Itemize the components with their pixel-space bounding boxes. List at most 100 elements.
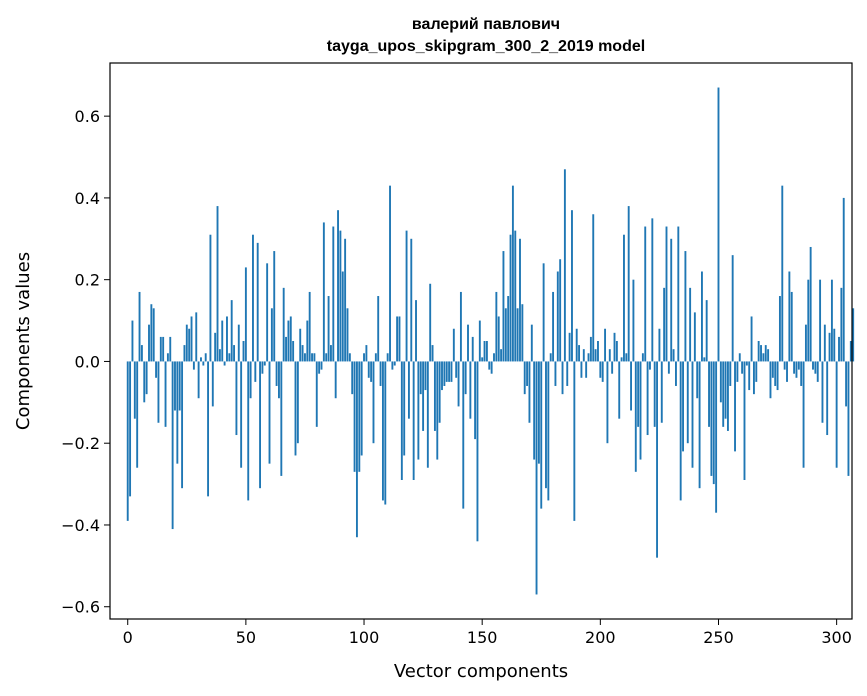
bar [433, 361, 436, 431]
bar [670, 238, 673, 362]
bar [752, 361, 755, 395]
bar [247, 361, 250, 501]
bar [679, 361, 682, 501]
bar [143, 361, 146, 403]
bar [344, 238, 347, 362]
bar [502, 251, 505, 362]
bar [370, 361, 373, 382]
bar [533, 361, 536, 460]
bar [407, 361, 410, 419]
bar [358, 361, 361, 472]
bar [381, 361, 384, 501]
bar [304, 353, 306, 362]
bar [556, 271, 559, 362]
bar [412, 361, 415, 480]
bar [337, 210, 339, 362]
bar [148, 324, 150, 362]
bar [729, 361, 732, 386]
bar [750, 316, 753, 362]
bar [452, 328, 455, 362]
x-tick-label: 0 [123, 628, 133, 647]
bar [665, 226, 668, 362]
bar [847, 361, 850, 476]
bar [743, 361, 746, 480]
bar [712, 361, 715, 485]
bar [185, 324, 188, 362]
bar [202, 361, 205, 366]
bar [464, 361, 467, 395]
bar [162, 336, 165, 362]
bar [126, 361, 129, 521]
bar-series [126, 87, 855, 595]
bar [471, 336, 474, 362]
bar [282, 287, 285, 362]
bar [181, 361, 184, 489]
y-axis-ticks: −0.6 −0.4 −0.2 0.0 0.2 0.4 0.6 [61, 107, 110, 617]
bar [563, 169, 566, 362]
bar [485, 341, 488, 362]
bar [500, 349, 503, 362]
bar [703, 357, 706, 362]
bar [327, 296, 330, 362]
bar [726, 361, 729, 431]
bar [786, 361, 788, 382]
bar [207, 361, 210, 497]
bar [266, 263, 269, 362]
bar [377, 296, 380, 362]
bar [724, 361, 727, 419]
bar [299, 328, 302, 362]
bar [774, 361, 777, 386]
bar [637, 361, 640, 427]
bar [315, 361, 318, 427]
bar [287, 320, 290, 362]
bar [660, 361, 663, 423]
bar [795, 361, 798, 378]
bar [767, 349, 770, 362]
bar [476, 361, 479, 542]
bar [209, 234, 212, 362]
bar [526, 361, 529, 386]
bar [490, 361, 493, 374]
bar [171, 361, 174, 530]
bar [372, 361, 375, 444]
bar [776, 361, 779, 391]
bar [828, 332, 831, 362]
bar [781, 185, 784, 362]
bar [710, 361, 713, 476]
bar [263, 361, 266, 366]
bar [620, 357, 623, 362]
bar [651, 218, 654, 362]
bar [708, 361, 710, 427]
bar [164, 361, 167, 427]
y-tick-label: −0.2 [61, 434, 100, 453]
bar [559, 259, 562, 362]
bar [646, 361, 649, 436]
bar [641, 353, 644, 362]
bar [845, 361, 848, 407]
bar [516, 308, 519, 362]
bar [615, 341, 618, 362]
bar [504, 308, 507, 362]
y-tick-label: −0.6 [61, 598, 100, 617]
bar [275, 361, 278, 386]
bar [306, 320, 309, 362]
bar [268, 361, 271, 464]
bar [254, 361, 257, 382]
bar [379, 361, 382, 386]
bar [497, 316, 500, 362]
bar [252, 234, 254, 362]
bar [580, 361, 583, 378]
bar [575, 328, 578, 362]
bar [318, 361, 321, 374]
bar [240, 361, 243, 468]
bar [244, 267, 247, 362]
bar [717, 87, 720, 362]
bar [649, 361, 651, 370]
bar [448, 361, 451, 382]
y-tick-label: 0.4 [75, 189, 100, 208]
bar [129, 361, 132, 497]
bar [762, 353, 765, 362]
bar [339, 230, 342, 362]
bar [325, 353, 328, 362]
bar [769, 361, 772, 399]
